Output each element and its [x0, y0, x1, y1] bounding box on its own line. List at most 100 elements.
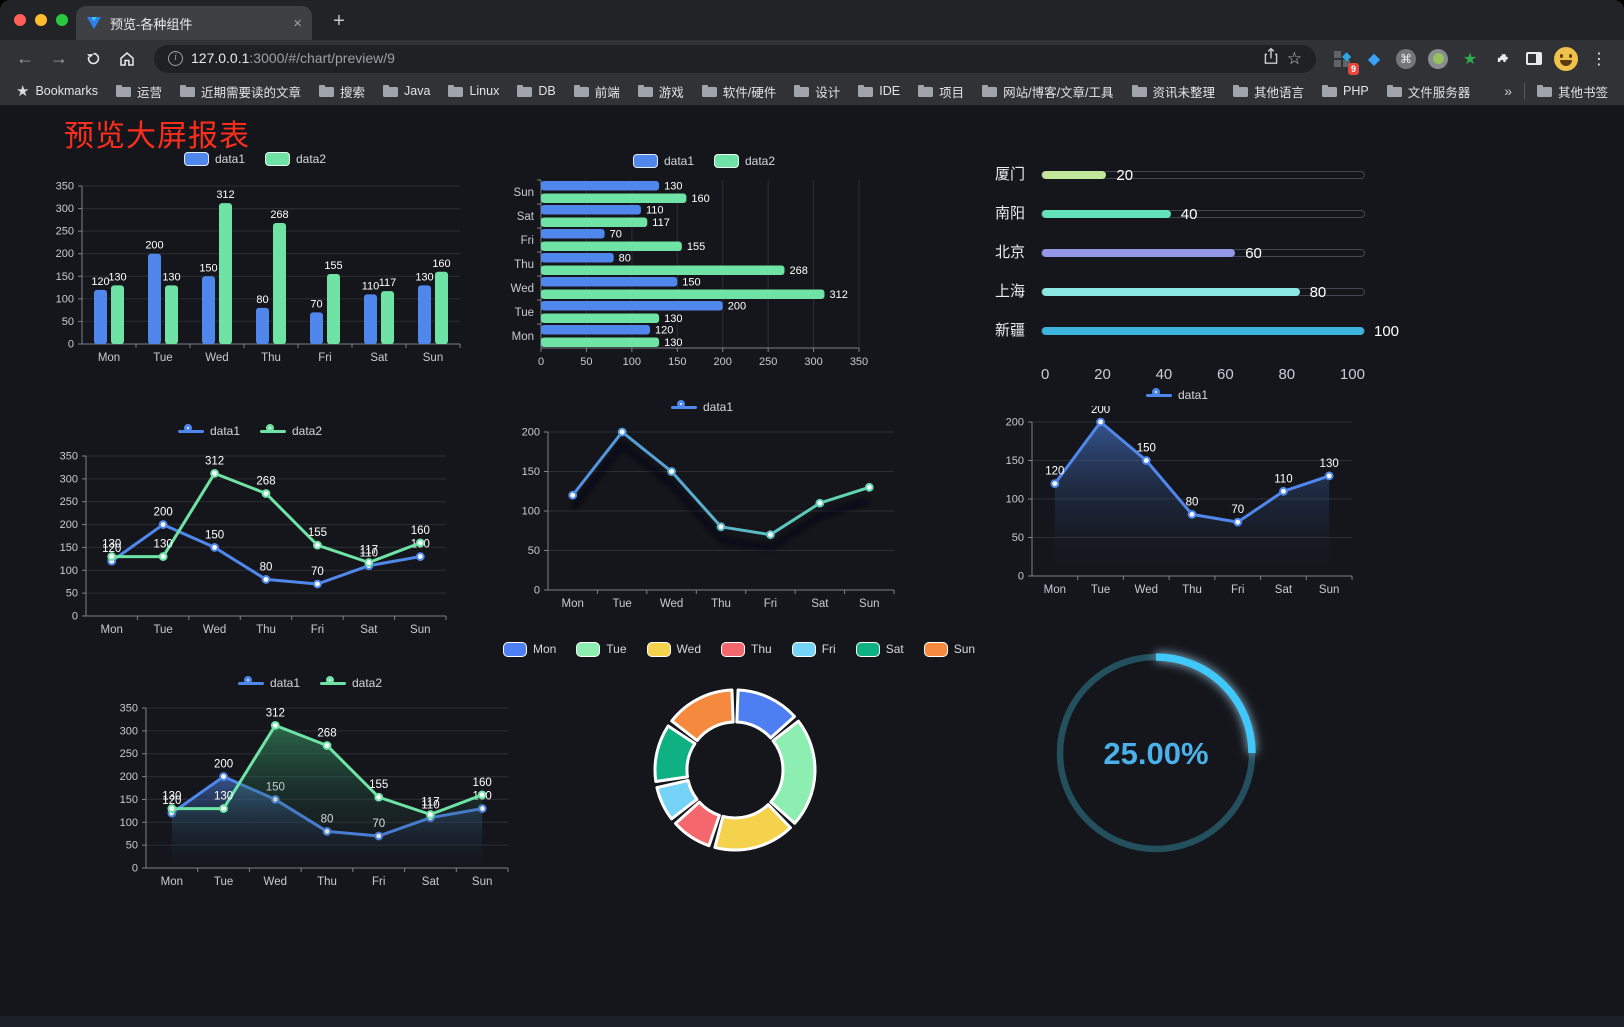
zoom-window-button[interactable]	[56, 14, 68, 26]
legend-item[interactable]: data1	[177, 424, 240, 438]
chart-gradient-line: data1 0 50 100 150 200 Mon Tue Wed Thu Fri Sat Sun	[498, 396, 906, 618]
browser-tab[interactable]: 预览-各种组件 ×	[76, 6, 312, 40]
legend-item[interactable]: data1	[632, 154, 694, 168]
bookmark-folder-15[interactable]: 其他语言	[1233, 82, 1304, 101]
bookmark-folder-8[interactable]: 游戏	[637, 82, 684, 101]
site-info-icon[interactable]: i	[168, 51, 183, 66]
extension-gem-icon[interactable]: ◆	[1367, 50, 1381, 68]
svg-text:50: 50	[528, 545, 540, 557]
svg-text:80: 80	[1186, 496, 1199, 508]
legend-item[interactable]: Mon	[502, 641, 557, 657]
svg-text:Wed: Wed	[203, 624, 226, 636]
svg-text:50: 50	[1012, 532, 1024, 544]
svg-text:155: 155	[308, 527, 327, 539]
close-window-button[interactable]	[14, 14, 26, 26]
profile-avatar[interactable]	[1552, 45, 1580, 73]
bookmark-folder-10[interactable]: 设计	[794, 82, 840, 101]
svg-text:Sun: Sun	[1319, 584, 1339, 596]
svg-text:200: 200	[154, 507, 173, 519]
legend-item[interactable]: Sun	[923, 641, 976, 657]
legend-label: data1	[702, 400, 734, 414]
legend-item[interactable]: Thu	[721, 641, 772, 657]
new-tab-button[interactable]: +	[333, 10, 345, 32]
svg-text:Sun: Sun	[514, 187, 534, 199]
legend-item[interactable]: data2	[714, 154, 775, 168]
bookmark-folder-14[interactable]: 资讯未整理	[1131, 82, 1215, 101]
bookmark-folder-17[interactable]: 文件服务器	[1386, 82, 1470, 101]
bookmark-folder-1[interactable]: 运营	[115, 82, 162, 101]
legend-label: Mon	[532, 642, 557, 656]
svg-text:70: 70	[1231, 504, 1244, 516]
bookmark-folder-12[interactable]: 项目	[918, 82, 964, 101]
legend-label: Fri	[821, 642, 836, 656]
legend-item[interactable]: data1	[670, 400, 734, 414]
legend-label: data1	[1177, 388, 1209, 402]
svg-text:Wed: Wed	[511, 283, 534, 295]
bookmark-folder-5[interactable]: Linux	[448, 84, 499, 98]
other-bookmarks[interactable]: 其他书签	[1536, 82, 1608, 101]
extension-command-icon[interactable]: ⌘	[1392, 45, 1420, 73]
address-bar[interactable]: i 127.0.0.1:3000/#/chart/preview/9 ☆	[154, 44, 1316, 73]
home-icon[interactable]	[112, 44, 142, 74]
legend-item[interactable]: Fri	[791, 641, 836, 657]
progress-fill	[1042, 210, 1171, 218]
reload-icon[interactable]	[78, 44, 108, 74]
sidebar-icon[interactable]	[1520, 45, 1548, 73]
menu-kebab-icon[interactable]: ⋮	[1591, 50, 1607, 68]
svg-text:200: 200	[145, 240, 163, 252]
progress-track: 20	[1041, 167, 1365, 184]
bookmarks-root[interactable]: ★ Bookmarks	[16, 83, 98, 100]
svg-text:110: 110	[360, 548, 378, 560]
svg-text:Mon: Mon	[98, 352, 120, 364]
bookmark-star-icon[interactable]: ☆	[1286, 48, 1302, 68]
svg-text:100: 100	[56, 293, 74, 305]
tab-close-icon[interactable]: ×	[293, 14, 302, 32]
legend-item[interactable]: Sat	[855, 641, 904, 657]
forward-icon[interactable]: →	[50, 48, 68, 68]
svg-text:Thu: Thu	[711, 598, 731, 610]
folder-icon	[180, 85, 195, 97]
legend-item[interactable]: data1	[237, 676, 300, 690]
legend-item[interactable]: data1	[1145, 388, 1209, 402]
legend-item[interactable]: data1	[183, 152, 245, 166]
bookmark-folder-2[interactable]: 近期需要读的文章	[180, 82, 301, 101]
share-icon[interactable]	[1263, 47, 1279, 70]
legend-item[interactable]: data2	[320, 676, 382, 690]
legend-item[interactable]: data2	[260, 424, 322, 438]
bookmark-folder-4[interactable]: Java	[383, 84, 430, 98]
legend-item[interactable]: data2	[265, 152, 326, 166]
bookmark-folder-11[interactable]: IDE	[858, 84, 900, 98]
extension-recorder-icon[interactable]	[1424, 45, 1452, 73]
legend-label: Sat	[885, 642, 904, 656]
svg-text:300: 300	[804, 356, 822, 368]
svg-text:Sun: Sun	[859, 598, 879, 610]
extension-userscript-icon[interactable]: ◆ 9	[1328, 45, 1359, 75]
extensions-puzzle-icon[interactable]	[1488, 45, 1516, 73]
bookmark-folder-13[interactable]: 网站/博客/文章/工具	[982, 82, 1114, 101]
back-icon[interactable]: ←	[16, 48, 34, 68]
progress-value: 40	[1180, 206, 1198, 223]
svg-text:50: 50	[66, 588, 78, 600]
bookmark-folder-3[interactable]: 搜索	[319, 82, 365, 101]
chart-progress-bars: 厦门 20 南阳 40 北京 60 上海 80 新疆 100 0 20 40 60 80 100	[995, 153, 1399, 393]
bookmarks-overflow-chevron[interactable]: »	[1504, 83, 1512, 99]
svg-text:155: 155	[687, 241, 705, 253]
legend-item[interactable]: Tue	[576, 641, 627, 657]
url-host: 127.0.0.1	[191, 49, 250, 66]
bookmark-folder-6[interactable]: DB	[517, 84, 556, 98]
tab-strip: 预览-各种组件 × +	[0, 0, 1624, 40]
chart-legend: data1 data2	[503, 150, 905, 172]
bookmark-folder-7[interactable]: 前端	[573, 82, 620, 101]
progress-value: 20	[1116, 167, 1134, 184]
progress-row: 新疆 100	[995, 323, 1399, 340]
progress-fill	[1042, 249, 1236, 257]
svg-text:Thu: Thu	[261, 352, 281, 364]
bookmark-folder-16[interactable]: PHP	[1322, 84, 1369, 98]
extension-star-icon[interactable]: ★	[1462, 50, 1478, 68]
minimize-window-button[interactable]	[35, 14, 47, 26]
legend-label: data1	[663, 154, 694, 168]
bookmark-folder-9[interactable]: 软件/硬件	[701, 82, 776, 101]
legend-item[interactable]: Wed	[646, 641, 701, 657]
legend-label: Sun	[953, 642, 976, 656]
chart-horizontal-bar: data1 data2 0 50 100 150 200 250 300 350 Sun 130 160…	[503, 150, 905, 374]
